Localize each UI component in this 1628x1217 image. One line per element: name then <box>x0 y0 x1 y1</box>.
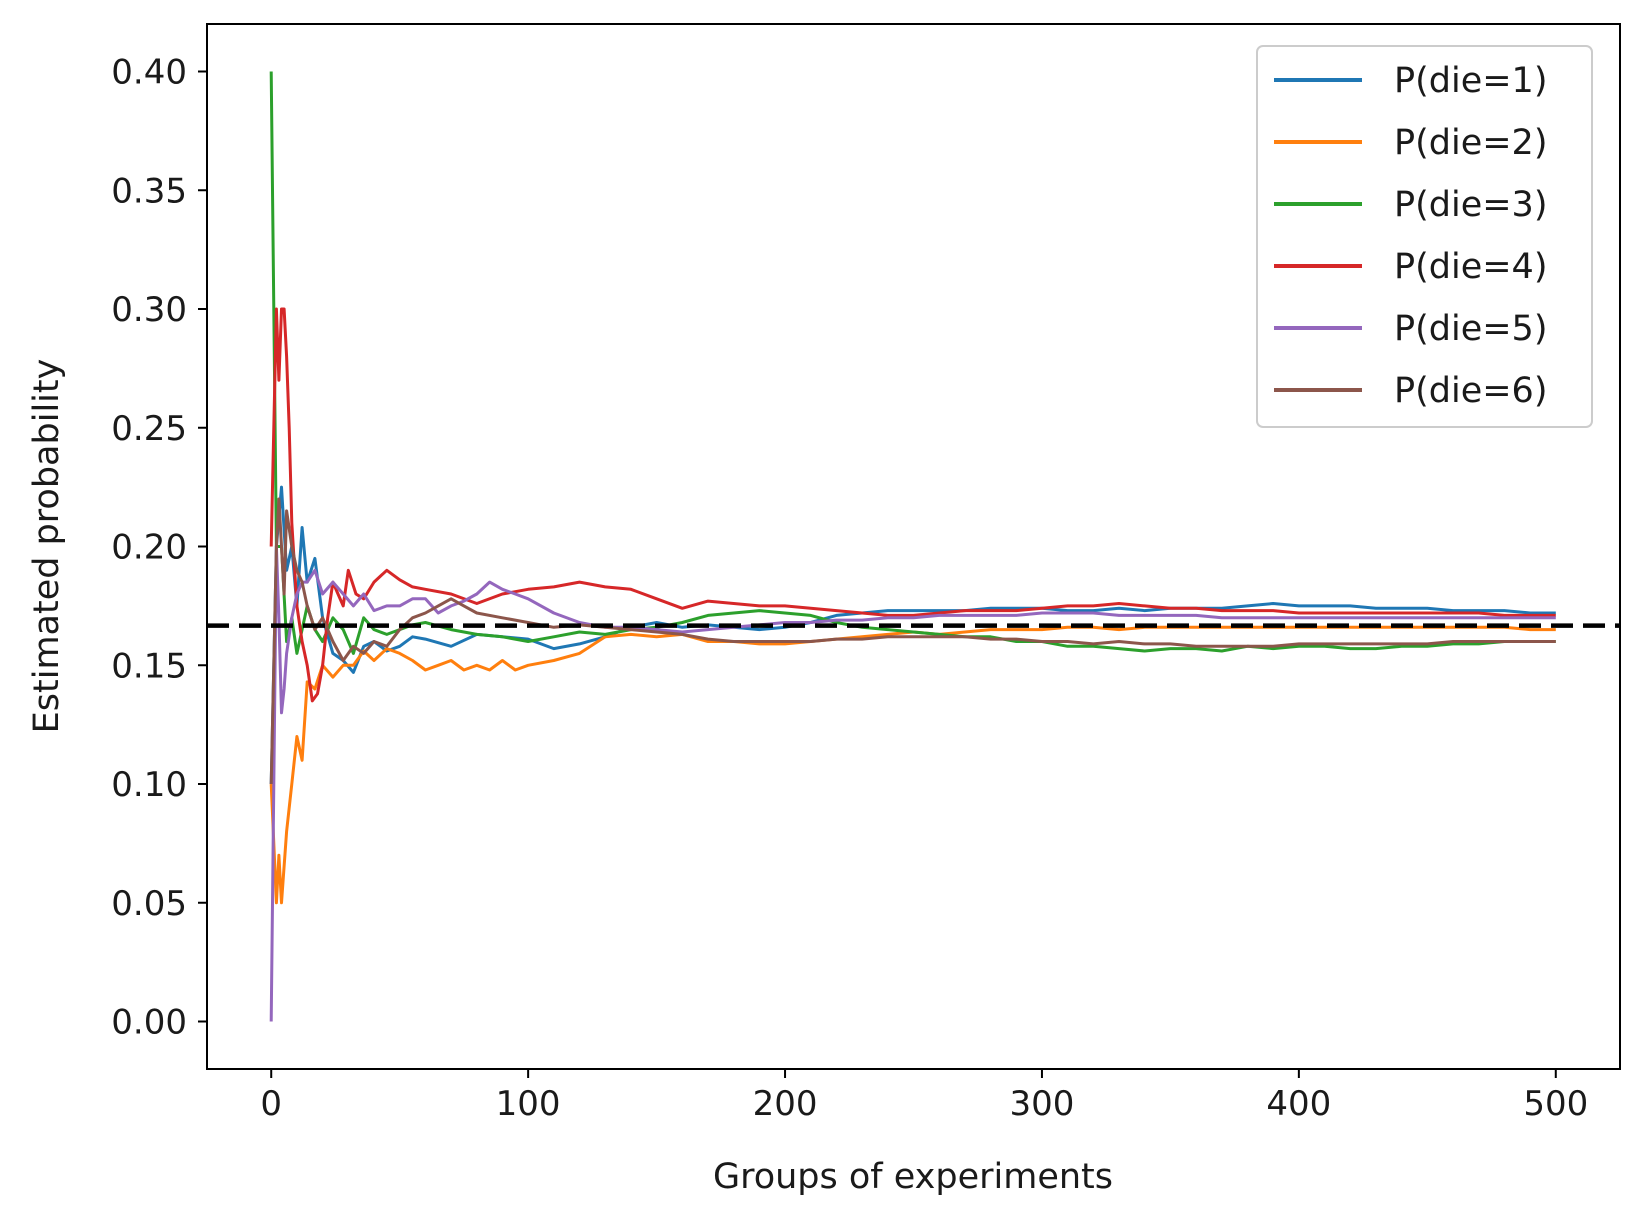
legend-items: P(die=1) P(die=2) P(die=3) P(die=4) P(die=5)… <box>1274 61 1547 411</box>
legend-item: P(die=3) <box>1274 185 1547 225</box>
legend-item: P(die=5) <box>1274 309 1547 349</box>
y-tick-label: 0.15 <box>111 646 187 686</box>
x-tick-label: 300 <box>1010 1084 1075 1124</box>
x-axis-label: Groups of experiments <box>713 1157 1113 1197</box>
y-tick-label: 0.10 <box>111 765 187 805</box>
y-tick-label: 0.20 <box>111 528 187 568</box>
y-tick-label: 0.25 <box>111 409 187 449</box>
legend-item: P(die=4) <box>1274 247 1547 287</box>
y-tick-label: 0.35 <box>111 171 187 211</box>
y-tick-label: 0.05 <box>111 884 187 924</box>
legend-label: P(die=4) <box>1394 247 1547 287</box>
x-axis: 0 100 200 300 400 500 <box>260 1069 1588 1124</box>
legend-item: P(die=1) <box>1274 61 1547 101</box>
legend-label: P(die=1) <box>1394 61 1547 101</box>
legend-item: P(die=2) <box>1274 123 1547 163</box>
series-line-die-5 <box>269 545 1556 1022</box>
legend-label: P(die=6) <box>1394 371 1547 411</box>
x-tick-label: 200 <box>753 1084 818 1124</box>
y-axis: 0.00 0.05 0.10 0.15 0.20 0.25 0.30 0.35 0.40 <box>111 53 207 1043</box>
legend-frame <box>1256 45 1593 428</box>
series-line-die-1 <box>269 485 1556 785</box>
legend-label: P(die=2) <box>1394 123 1547 163</box>
x-tick-label: 500 <box>1523 1084 1588 1124</box>
x-tick-label: 0 <box>260 1084 282 1124</box>
legend-item: P(die=6) <box>1274 371 1547 411</box>
series-layer <box>269 71 1556 1022</box>
x-tick-label: 400 <box>1266 1084 1331 1124</box>
y-axis-label: Estimated probability <box>27 359 67 734</box>
series-line-die-4 <box>269 307 1556 703</box>
y-tick-label: 0.00 <box>111 1003 187 1043</box>
y-tick-label: 0.40 <box>111 53 187 93</box>
legend-label: P(die=3) <box>1394 185 1547 225</box>
legend: P(die=1) P(die=2) P(die=3) P(die=4) P(die=5)… <box>1256 45 1593 428</box>
legend-label: P(die=5) <box>1394 309 1547 349</box>
x-tick-label: 100 <box>496 1084 561 1124</box>
y-tick-label: 0.30 <box>111 290 187 330</box>
